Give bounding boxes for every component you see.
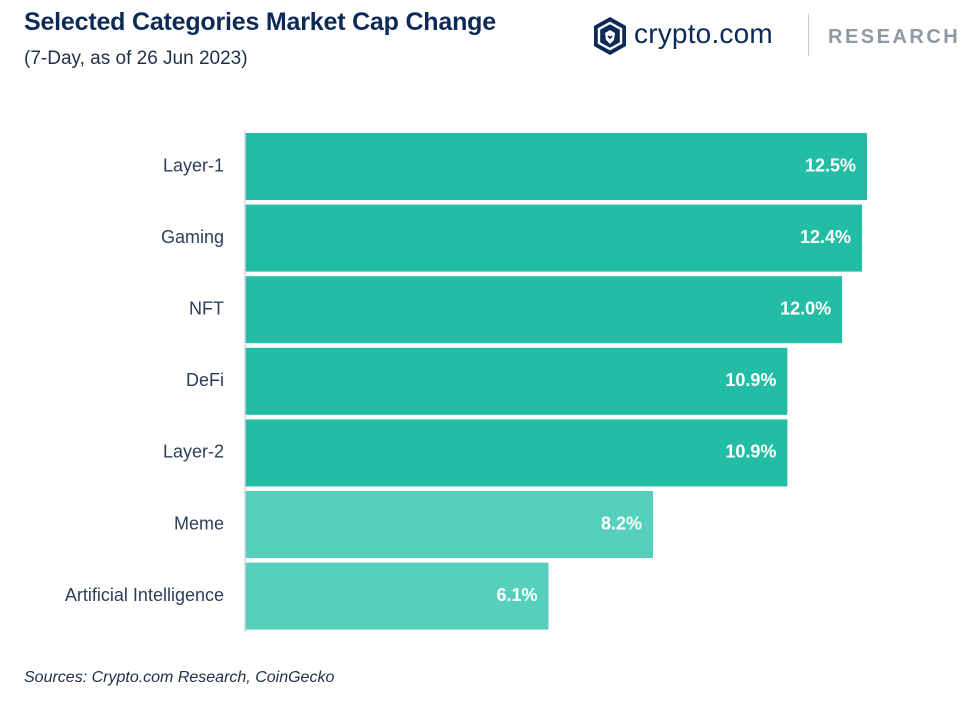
bar-nft xyxy=(245,276,843,344)
value-label: 10.9% xyxy=(725,442,776,462)
bar-layer-2 xyxy=(245,419,788,487)
bar-defi xyxy=(245,347,788,415)
value-label: 6.1% xyxy=(497,585,538,605)
value-label: 10.9% xyxy=(725,370,776,390)
brand-tagline: RESEARCH xyxy=(828,26,961,48)
chart-subtitle: (7-Day, as of 26 Jun 2023) xyxy=(24,48,248,69)
category-label: Artificial Intelligence xyxy=(65,585,224,605)
bar-layer-1 xyxy=(245,133,867,200)
crypto-com-lion-shield-icon xyxy=(594,17,626,55)
bar-chart: Layer-1 12.5% Gaming 12.4% NFT 12.0% DeFi 10.9%… xyxy=(65,130,867,632)
value-label: 8.2% xyxy=(601,513,642,533)
brand-logo: crypto.com RESEARCH xyxy=(592,14,962,58)
logo-divider xyxy=(808,14,809,56)
chart-title: Selected Categories Market Cap Change xyxy=(24,8,496,36)
bar-gaming xyxy=(245,204,863,272)
source-note: Sources: Crypto.com Research, CoinGecko xyxy=(24,669,335,686)
value-label: 12.0% xyxy=(780,298,831,318)
brand-name: crypto.com xyxy=(634,18,773,49)
category-label: Gaming xyxy=(161,227,224,247)
value-label: 12.4% xyxy=(800,227,851,247)
value-label: 12.5% xyxy=(805,155,856,175)
category-label: Layer-1 xyxy=(163,155,224,175)
bar-artificial-intelligence xyxy=(245,562,549,630)
category-label: Layer-2 xyxy=(163,442,224,462)
bar-meme xyxy=(245,491,654,558)
category-label: Meme xyxy=(174,513,224,533)
category-label: DeFi xyxy=(186,370,224,390)
category-label: NFT xyxy=(189,298,224,318)
